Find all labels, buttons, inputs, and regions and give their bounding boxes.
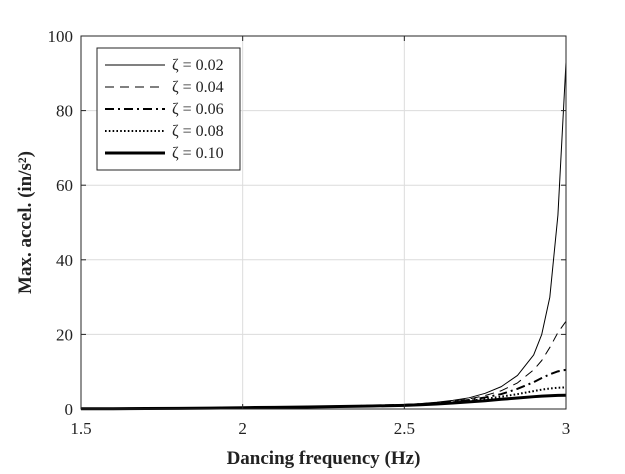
x-axis-title: Dancing frequency (Hz) bbox=[227, 448, 421, 469]
x-tick-label: 3 bbox=[562, 419, 571, 438]
x-tick-label: 1.5 bbox=[70, 419, 91, 438]
legend: ζ = 0.02 ζ = 0.04 ζ = 0.06 ζ = 0.08 ζ = 0.10 bbox=[96, 47, 241, 171]
legend-label-2: ζ = 0.04 bbox=[172, 79, 224, 96]
y-tick-label: 80 bbox=[56, 102, 73, 121]
y-tick-label: 0 bbox=[65, 400, 74, 419]
legend-label-4: ζ = 0.08 bbox=[172, 123, 224, 140]
series-line-5 bbox=[80, 393, 567, 411]
y-tick-label: 20 bbox=[56, 325, 73, 344]
series-lines bbox=[80, 62, 567, 411]
y-tick-label: 60 bbox=[56, 176, 73, 195]
axes bbox=[80, 35, 567, 410]
y-tick-label: 100 bbox=[48, 27, 74, 46]
y-tick-label: 40 bbox=[56, 251, 73, 270]
legend-box bbox=[96, 47, 241, 171]
legend-label-1: ζ = 0.02 bbox=[172, 57, 224, 74]
tick-labels: 1.5 2 2.5 3 0 20 40 60 80 100 bbox=[48, 27, 571, 438]
x-tick-label: 2 bbox=[238, 419, 247, 438]
series-line-3 bbox=[80, 368, 567, 410]
x-tick-label: 2.5 bbox=[394, 419, 415, 438]
y-axis-title: Max. accel. (in/s²) bbox=[15, 151, 36, 294]
plot-frame bbox=[80, 35, 567, 410]
legend-label-3: ζ = 0.06 bbox=[172, 101, 224, 118]
legend-label-5: ζ = 0.10 bbox=[172, 145, 224, 162]
